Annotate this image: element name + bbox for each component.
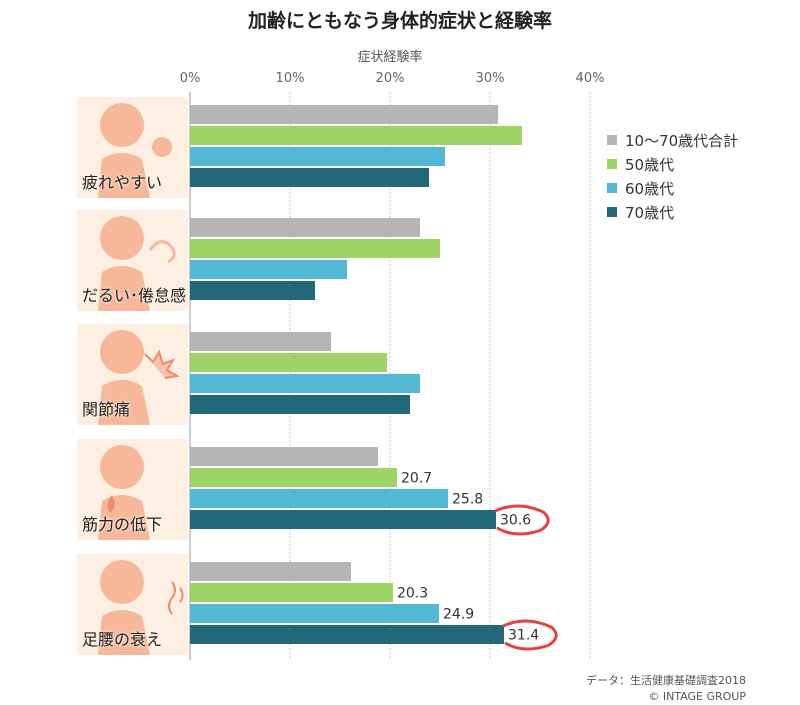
highlight-ring [494, 504, 550, 536]
bar [190, 395, 410, 414]
legend-item: 70歳代 [607, 200, 738, 224]
data-label: 30.6 [500, 513, 531, 529]
data-source: データ：生活健康基礎調査2018 [586, 674, 746, 687]
legend-swatch [607, 159, 617, 169]
bar [190, 260, 347, 279]
legend-item: 50歳代 [607, 152, 738, 176]
bar [190, 489, 448, 508]
bar [190, 239, 440, 258]
bar [190, 625, 504, 644]
legend: 10～70歳代合計 50歳代 60歳代 70歳代 [607, 128, 738, 224]
x-tick-label: 40% [576, 71, 605, 86]
legend-swatch [607, 183, 617, 193]
highlight-ring [502, 619, 558, 651]
x-tick-label: 30% [476, 71, 505, 86]
data-label: 25.8 [452, 492, 483, 508]
category-label: だるい･倦怠感 [82, 286, 187, 305]
category-label: 関節痛 [82, 400, 131, 419]
x-axis-label: 症状経験率 [357, 50, 423, 65]
legend-label: 70歳代 [625, 203, 675, 222]
bar [190, 374, 420, 393]
x-tick-label: 20% [376, 71, 405, 86]
tired-person-icon [98, 103, 172, 198]
back-pain-person-icon [98, 560, 184, 655]
legend-swatch [607, 135, 617, 145]
bar [190, 353, 387, 372]
lethargic-person-icon [98, 216, 176, 311]
bar [190, 510, 496, 529]
bar [190, 147, 445, 166]
bar [190, 168, 429, 187]
bar [190, 126, 522, 145]
bar [190, 281, 315, 300]
chart-title: 加齢にともなう身体的症状と経験率 [247, 10, 552, 32]
bar [190, 604, 439, 623]
joint-pain-person-icon [98, 330, 180, 425]
data-label: 24.9 [443, 607, 474, 623]
bar [190, 218, 420, 237]
bar [190, 583, 393, 602]
legend-item: 60歳代 [607, 176, 738, 200]
legend-label: 10～70歳代合計 [625, 131, 739, 150]
legend-label: 50歳代 [625, 155, 675, 174]
data-label: 20.3 [397, 586, 428, 602]
data-label: 31.4 [508, 628, 539, 644]
x-tick-label: 10% [276, 71, 305, 86]
x-tick-label: 0% [180, 71, 201, 86]
legend-item: 10～70歳代合計 [607, 128, 738, 152]
category-label: 足腰の衰え [82, 630, 163, 649]
bar [190, 447, 378, 466]
copyright: © INTAGE GROUP [648, 690, 746, 703]
bar [190, 332, 331, 351]
bar [190, 105, 498, 124]
legend-swatch [607, 207, 617, 217]
data-label: 20.7 [401, 471, 432, 487]
muscle-weak-person-icon [98, 445, 150, 540]
legend-label: 60歳代 [625, 179, 675, 198]
bar [190, 562, 351, 581]
category-label: 疲れやすい [82, 173, 163, 192]
category-label: 筋力の低下 [82, 515, 163, 534]
bar [190, 468, 397, 487]
